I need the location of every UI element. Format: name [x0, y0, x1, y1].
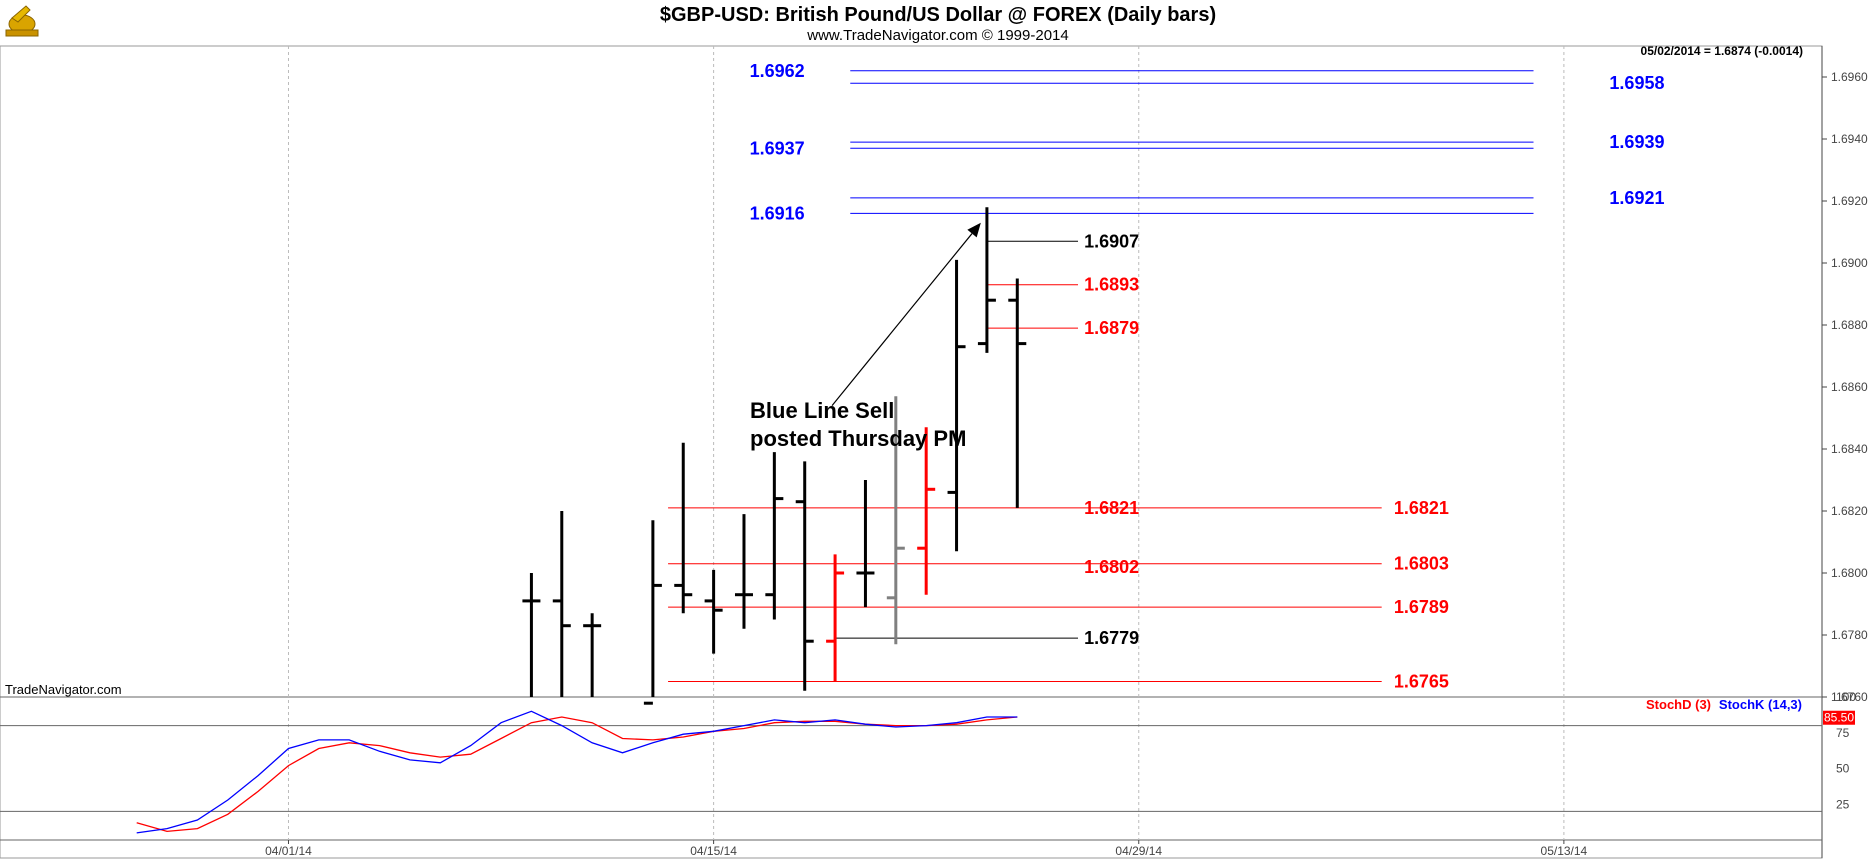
- level-label-13: 1.6789: [1394, 597, 1449, 617]
- ohlc-bar-7: [765, 452, 784, 620]
- stochastic-panel: [0, 710, 1822, 834]
- level-label-1: 1.6958: [1609, 73, 1664, 93]
- y-tick-label-7: 1.6900: [1831, 256, 1868, 270]
- x-tick-label-2: 04/29/14: [1115, 844, 1162, 858]
- y-tick-label-3: 1.6820: [1831, 504, 1868, 518]
- grid: [287, 46, 1565, 840]
- ohlc-bar-15: [1008, 278, 1027, 508]
- level-label-11: 1.6803: [1394, 554, 1449, 574]
- last-quote: 05/02/2014 = 1.6874 (-0.0014): [1641, 44, 1803, 58]
- ohlc-bar-4: [674, 442, 693, 614]
- y-tick-label-0: 1.6760: [1831, 690, 1868, 704]
- x-tick-label-3: 05/13/14: [1541, 844, 1588, 858]
- level-lines: 1.6962 1.6958 1.6939 1.6937 1.6921 1.6916 1.69…: [668, 61, 1664, 692]
- x-tick-label-1: 04/15/14: [690, 844, 737, 858]
- level-label-9: 1.6821: [1394, 498, 1449, 518]
- y-tick-label-5: 1.6860: [1831, 380, 1868, 394]
- level-label-4: 1.6921: [1609, 188, 1664, 208]
- stoch-last-value-badge: 85.50: [1823, 710, 1855, 725]
- level-label-14: 1.6779: [1084, 628, 1139, 648]
- y-tick-label-4: 1.6840: [1831, 442, 1868, 456]
- annotation-line-1: Blue Line Sell: [750, 398, 894, 423]
- ohlc-bar-8: [795, 461, 814, 691]
- ohlc-bar-2: [583, 613, 602, 697]
- axes: 1.6760 1.6780 1.6800 1.6820 1.6840 1.6860 1.68…: [265, 70, 1868, 858]
- level-label-8: 1.6879: [1084, 318, 1139, 338]
- level-label-15: 1.6765: [1394, 672, 1449, 692]
- level-label-7: 1.6893: [1084, 275, 1139, 295]
- y-tick-label-1: 1.6780: [1831, 628, 1868, 642]
- stoch-tick-label-0: 25: [1836, 797, 1850, 811]
- level-label-3: 1.6937: [750, 138, 805, 158]
- ohlc-bar-10: [856, 480, 875, 608]
- ohlc-bar-9: [826, 554, 845, 682]
- level-label-10: 1.6821: [1084, 498, 1139, 518]
- chart-frame: [0, 45, 1823, 859]
- chart-title: $GBP-USD: British Pound/US Dollar @ FORE…: [660, 4, 1216, 26]
- level-label-0: 1.6962: [750, 61, 805, 81]
- level-label-12: 1.6802: [1084, 557, 1139, 577]
- legend-stochd: StochD (3): [1646, 697, 1711, 712]
- annotation-line-2: posted Thursday PM: [750, 426, 966, 451]
- stoch-legend: StochD (3) StochK (14,3): [1646, 697, 1802, 712]
- y-tick-label-6: 1.6880: [1831, 318, 1868, 332]
- legend-stochk: StochK (14,3): [1719, 697, 1802, 712]
- watermark-text: TradeNavigator.com: [5, 682, 122, 697]
- ohlc-bar-3: [643, 520, 662, 705]
- ohlc-bar-13: [947, 259, 966, 552]
- stoch-last-value: 85.50: [1824, 711, 1854, 725]
- stoch-tick-label-3: 100: [1836, 690, 1856, 704]
- ohlc-bar-6: [734, 514, 753, 629]
- stochk-line: [136, 710, 1018, 834]
- annotation: Blue Line Sell posted Thursday PM: [750, 222, 981, 451]
- trade-navigator-logo-icon: [5, 5, 39, 37]
- stoch-tick-label-2: 75: [1836, 726, 1850, 740]
- annotation-arrow-line: [831, 233, 973, 406]
- y-tick-label-2: 1.6800: [1831, 566, 1868, 580]
- stoch-tick-label-1: 50: [1836, 762, 1850, 776]
- ohlc-bar-14: [977, 207, 996, 353]
- annotation-arrowhead: [967, 222, 981, 238]
- level-label-2: 1.6939: [1609, 132, 1664, 152]
- level-label-5: 1.6916: [750, 203, 805, 223]
- y-tick-label-9: 1.6940: [1831, 132, 1868, 146]
- ohlc-bar-0: [522, 573, 541, 697]
- ohlc-bar-5: [704, 569, 723, 654]
- y-tick-label-8: 1.6920: [1831, 194, 1868, 208]
- ohlc-bar-12: [917, 427, 936, 595]
- ohlc-bar-1: [552, 511, 571, 697]
- x-tick-label-0: 04/01/14: [265, 844, 312, 858]
- y-tick-label-10: 1.6960: [1831, 70, 1868, 84]
- level-label-6: 1.6907: [1084, 231, 1139, 251]
- ohlc-bar-11: [886, 396, 905, 645]
- price-bars: [522, 207, 1027, 705]
- chart-subtitle: www.TradeNavigator.com © 1999-2014: [806, 27, 1068, 44]
